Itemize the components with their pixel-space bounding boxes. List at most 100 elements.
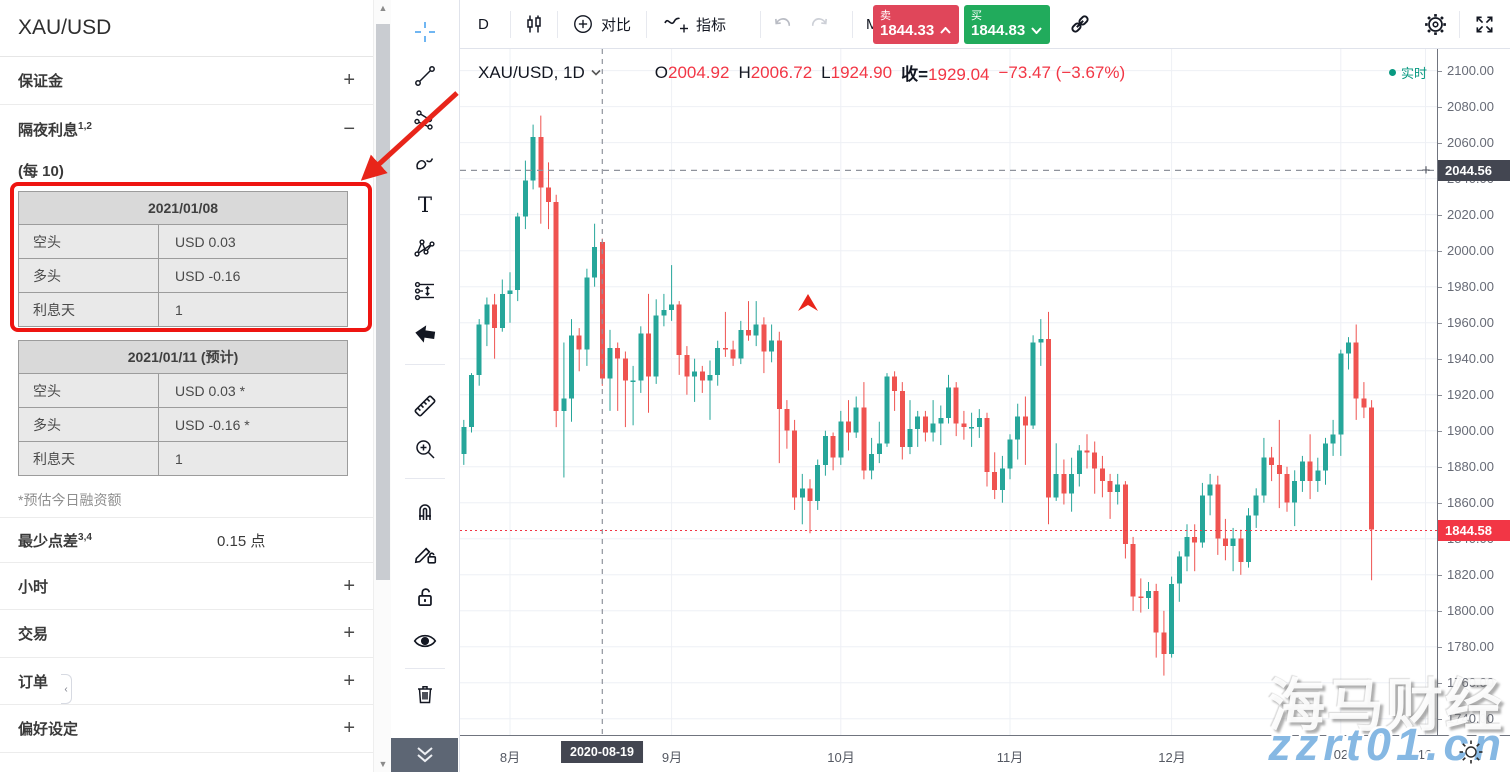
section-preferences[interactable]: 偏好设定 +	[0, 705, 373, 753]
price-tick	[1438, 647, 1442, 648]
table-row: 多头 USD -0.16	[18, 258, 348, 293]
buy-label: 买	[971, 10, 982, 22]
price-tick	[1438, 287, 1442, 288]
candle-body	[1253, 495, 1259, 516]
candle-body	[1038, 338, 1044, 343]
price-tick	[1438, 359, 1442, 360]
candle-body	[1061, 473, 1067, 494]
measure-ruler-icon[interactable]	[411, 392, 439, 420]
legend-low: L1924.90	[821, 62, 893, 82]
chart-pane[interactable]: XAU/USD, 1D O2004.92 H2006.72 L1924.90 收…	[460, 49, 1437, 735]
table-row: 多头 USD -0.16 *	[18, 407, 348, 442]
candle-body	[476, 324, 482, 375]
row-value: USD -0.16 *	[158, 407, 348, 442]
buy-button[interactable]: 买 1844.83	[964, 5, 1050, 44]
candle-body	[1161, 632, 1167, 654]
candle-body	[1222, 538, 1228, 546]
crosshair-tool[interactable]	[411, 18, 439, 46]
chart-style-candles-button[interactable]	[522, 0, 546, 48]
price-tick-label: 1940.00	[1447, 351, 1494, 366]
candle-body	[1323, 443, 1328, 471]
candle-body	[1138, 596, 1144, 599]
chart-settings-button[interactable]	[1423, 0, 1448, 48]
section-hours[interactable]: 小时 +	[0, 563, 373, 610]
undo-icon	[775, 18, 791, 26]
text-tool-icon[interactable]: T	[417, 192, 432, 217]
gear-icon	[1425, 13, 1446, 35]
candle-body	[622, 358, 628, 381]
scroll-up-icon[interactable]: ▲	[378, 3, 388, 13]
estimate-footnote: *预估今日融资额	[18, 492, 122, 508]
candle-body	[830, 436, 836, 458]
time-axis-label: 8月	[499, 750, 521, 765]
price-tick	[1438, 395, 1442, 396]
legend-change: −73.47 (−3.67%)	[998, 62, 1126, 82]
zoom-in-tool-icon[interactable]	[411, 435, 439, 463]
expand-plus-icon[interactable]: +	[343, 574, 355, 597]
scrollbar-thumb[interactable]	[376, 24, 390, 580]
arrow-marker-tool-icon[interactable]	[411, 320, 439, 348]
sidebar-scrollbar[interactable]: ▲ ▼	[373, 0, 391, 772]
collapse-minus-icon[interactable]: −	[343, 117, 355, 140]
sell-button[interactable]: 卖 1844.33	[873, 5, 959, 44]
candle-body	[692, 371, 698, 377]
link-order-button[interactable]	[1068, 0, 1092, 48]
price-tick-label: 1860.00	[1447, 495, 1494, 510]
chevron-down-icon	[1031, 27, 1042, 34]
candle-body	[646, 333, 651, 377]
lock-all-drawings-icon[interactable]	[411, 583, 439, 611]
candle-body	[1238, 538, 1244, 563]
candle-body	[838, 421, 844, 458]
scroll-down-icon[interactable]: ▼	[378, 759, 388, 769]
expand-plus-icon[interactable]: +	[343, 622, 355, 644]
chart-top-toolbar: D 对比 指标	[460, 0, 1510, 49]
brush-tool-icon[interactable]	[411, 148, 439, 176]
candle-body	[515, 216, 521, 291]
xabcd-pattern-tool-icon[interactable]	[411, 234, 439, 262]
fullscreen-button[interactable]	[1473, 0, 1496, 48]
drawing-mode-lock-icon[interactable]	[411, 539, 439, 567]
projection-tool-icon[interactable]	[411, 277, 439, 305]
redo-button[interactable]	[808, 0, 830, 48]
row-value: 1	[158, 441, 348, 476]
candlestick-chart	[460, 49, 1437, 735]
time-axis[interactable]: 2020-08-19 8月 9月 10月 11月 12月 2021 19	[460, 735, 1510, 772]
symbol-title: XAU/USD	[0, 0, 373, 57]
indicators-button[interactable]: 指标	[663, 0, 726, 48]
legend-symbol[interactable]: XAU/USD, 1D	[478, 63, 601, 83]
section-margin[interactable]: 保证金 +	[0, 57, 373, 105]
per-lot-note: (每 10)	[18, 163, 64, 180]
compare-button[interactable]: 对比	[572, 0, 631, 48]
price-axis[interactable]: 2044.56 1844.58 2100.002080.002060.00204…	[1437, 49, 1510, 735]
section-overnight-interest[interactable]: 隔夜利息1,2 −	[0, 105, 373, 153]
undo-button[interactable]	[772, 0, 794, 48]
candle-body	[1269, 457, 1275, 465]
candle-body	[1069, 473, 1075, 494]
hide-toolbar-button[interactable]	[391, 738, 458, 772]
interval-button[interactable]: D	[478, 15, 489, 33]
candle-body	[1346, 342, 1351, 354]
collapse-toolbar-handle[interactable]: ‹	[61, 674, 72, 704]
candle-body	[869, 454, 875, 471]
price-tick-label: 2060.00	[1447, 135, 1494, 150]
remove-drawings-trash-icon[interactable]	[411, 680, 439, 708]
row-label: 多头	[18, 258, 159, 293]
trend-line-tool-icon[interactable]	[411, 62, 439, 90]
row-value: 1	[158, 292, 348, 327]
hide-all-drawings-eye-icon[interactable]	[411, 627, 439, 655]
price-tick-label: 2020.00	[1447, 207, 1494, 222]
section-orders[interactable]: 订单 +	[0, 658, 373, 705]
expand-plus-icon[interactable]: +	[343, 669, 355, 692]
legend-close: 收=1929.04	[901, 65, 990, 84]
expand-plus-icon[interactable]: +	[343, 717, 355, 739]
add-alert-plus-button[interactable]: +	[1421, 161, 1431, 179]
magnet-tool-icon[interactable]	[411, 497, 439, 525]
candle-body	[1299, 461, 1305, 482]
expand-plus-icon[interactable]: +	[343, 69, 355, 91]
gann-fib-tool-icon[interactable]	[411, 105, 439, 133]
candle-body	[1030, 342, 1036, 426]
theme-sun-toggle[interactable]	[1458, 739, 1484, 770]
candle-body	[1176, 556, 1182, 584]
section-trading[interactable]: 交易 +	[0, 610, 373, 658]
drawing-toolbar: T	[391, 0, 460, 772]
